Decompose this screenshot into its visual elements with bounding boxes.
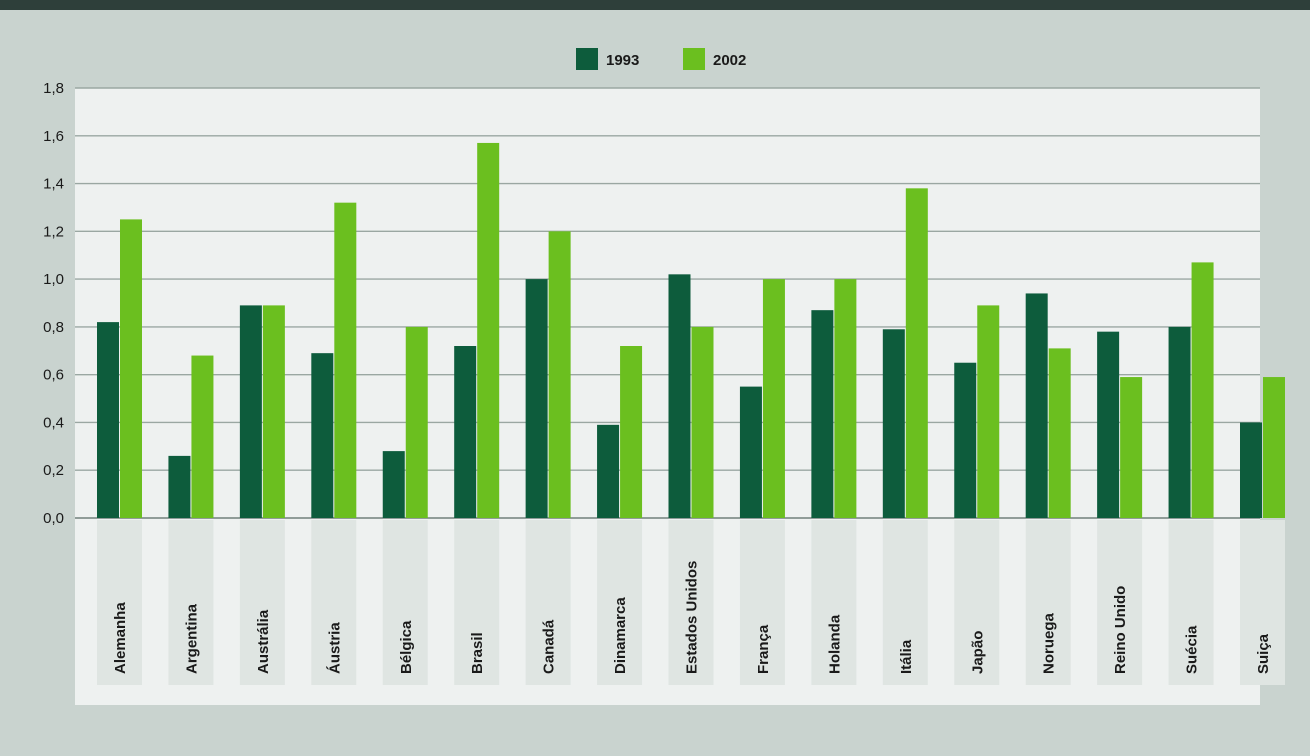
category-label: Brasil [469, 632, 486, 674]
bar-1993-estados-unidos [668, 274, 691, 518]
bar-1993-suécia [1168, 326, 1191, 518]
x-axis-categories: Alemanha Argentina Austrália Áustria Bélgica… [112, 561, 1272, 674]
y-tick-label: 1,2 [43, 223, 64, 240]
bar-1993-dinamarca [597, 424, 620, 518]
category-label-boxes [97, 520, 1285, 685]
category-label-box [739, 520, 785, 685]
bar-2002-brasil [477, 142, 500, 518]
legend-label-2002: 2002 [713, 52, 746, 69]
bar-2002-dinamarca [620, 346, 643, 518]
bar-1993-japão [954, 362, 977, 518]
bar-2002-reino-unido [1120, 377, 1143, 518]
bar-1993-frança [739, 386, 762, 518]
bar-1993-brasil [454, 346, 477, 518]
top-border-strip [0, 0, 1310, 10]
y-tick-label: 0,0 [43, 510, 64, 527]
bar-2002-holanda [834, 279, 857, 518]
bar-2002-argentina [191, 355, 214, 518]
bar-2002-japão [977, 305, 1000, 518]
category-label: Argentina [183, 603, 200, 674]
bar-2002-noruega [1048, 348, 1071, 518]
bar-2002-austrália [262, 305, 285, 518]
legend-swatch-2002 [683, 48, 705, 70]
bar-2002-alemanha [120, 219, 142, 518]
category-label: França [755, 624, 772, 674]
category-label-box [1240, 520, 1285, 685]
bar-1993-argentina [168, 455, 191, 518]
category-label: Holanda [826, 614, 843, 674]
category-label-box [1168, 520, 1214, 685]
category-label-box [168, 520, 214, 685]
category-label: Suiça [1255, 633, 1272, 674]
category-label-box [382, 520, 428, 685]
bar-2002-itália [905, 188, 928, 519]
y-tick-label: 0,2 [43, 462, 64, 479]
bar-1993-suiça [1240, 422, 1262, 518]
category-label: Noruega [1041, 613, 1058, 675]
category-label-box [525, 520, 571, 685]
y-tick-label: 1,0 [43, 271, 64, 288]
bar-2002-frança [762, 279, 785, 518]
bar-1993-holanda [811, 310, 834, 518]
bar-2002-bélgica [405, 326, 428, 518]
category-label-box [882, 520, 928, 685]
category-label: Áustria [326, 622, 343, 674]
bar-2002-suiça [1263, 377, 1285, 518]
category-label-box [597, 520, 643, 685]
y-tick-label: 1,8 [43, 80, 64, 97]
bars [97, 142, 1285, 519]
category-label: Alemanha [112, 602, 129, 674]
bar-1993-itália [882, 329, 905, 518]
category-label: Suécia [1184, 625, 1201, 674]
bar-2002-canadá [548, 231, 571, 519]
y-tick-label: 1,4 [43, 176, 64, 193]
bar-1993-reino-unido [1097, 331, 1120, 518]
legend: 1993 2002 [576, 48, 746, 70]
category-label-box [668, 520, 714, 685]
bar-1993-bélgica [382, 451, 405, 518]
category-label-box [954, 520, 1000, 685]
category-label: Bélgica [398, 620, 415, 674]
bar-2002-suécia [1191, 262, 1214, 518]
bar-1993-noruega [1025, 293, 1048, 518]
category-label-box [97, 520, 142, 685]
y-tick-label: 0,6 [43, 367, 64, 384]
bar-1993-austrália [239, 305, 262, 518]
category-label: Itália [898, 639, 915, 674]
category-label: Canadá [541, 619, 558, 674]
y-tick-label: 0,4 [43, 414, 64, 431]
category-label-box [311, 520, 357, 685]
y-axis-ticks: 0,0 0,2 0,4 0,6 0,8 1,0 1,2 1,4 1,6 1,8 [43, 80, 64, 527]
category-label-box [239, 520, 285, 685]
category-label: Reino Unido [1112, 586, 1129, 674]
y-tick-label: 1,6 [43, 128, 64, 145]
legend-label-1993: 1993 [606, 52, 639, 69]
bar-1993-áustria [311, 353, 334, 518]
bar-1993-canadá [525, 279, 548, 518]
category-label-box [811, 520, 857, 685]
category-label: Japão [969, 631, 986, 674]
category-label: Estados Unidos [684, 561, 701, 674]
bar-2002-estados-unidos [691, 326, 714, 518]
category-label-box [1097, 520, 1143, 685]
y-tick-label: 0,8 [43, 319, 64, 336]
category-label: Austrália [255, 609, 272, 674]
category-label: Dinamarca [612, 597, 629, 674]
bar-1993-alemanha [97, 322, 119, 518]
category-label-box [1025, 520, 1071, 685]
category-label-box [454, 520, 500, 685]
legend-swatch-1993 [576, 48, 598, 70]
bar-2002-áustria [334, 202, 357, 518]
